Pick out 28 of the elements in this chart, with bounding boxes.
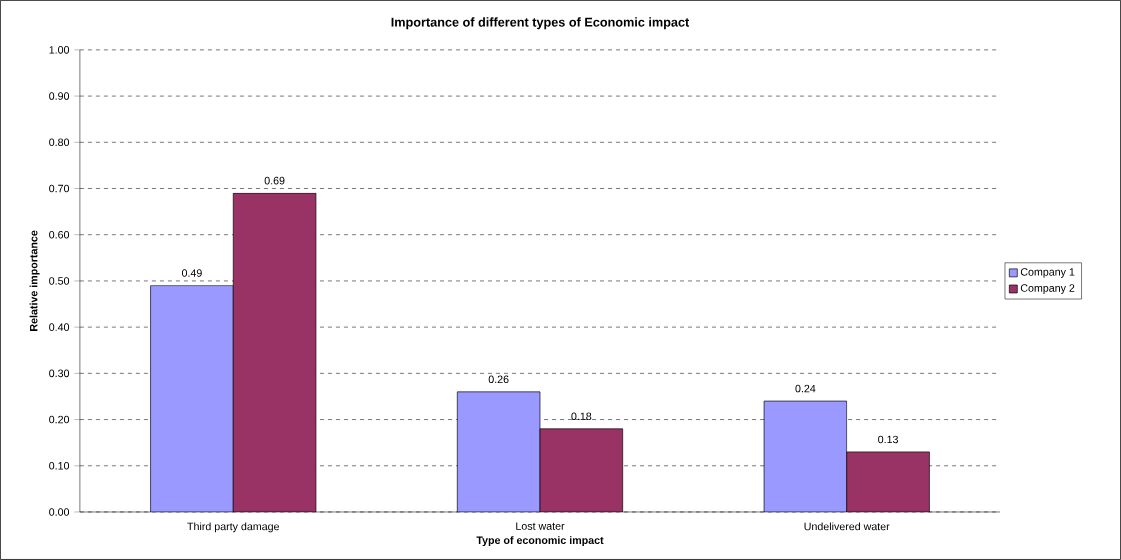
x-axis-title: Type of economic impact (476, 536, 604, 547)
data-label: 0.18 (571, 412, 592, 421)
y-tick-label: 0.70 (49, 184, 70, 193)
data-label: 0.26 (488, 375, 509, 384)
bar (540, 428, 623, 513)
x-tick-label: Third party damage (187, 522, 280, 533)
y-tick-label: 0.60 (49, 231, 70, 239)
chart-title: Importance of different types of Economic impact (391, 17, 690, 30)
bar (233, 193, 316, 513)
bar (846, 451, 930, 513)
y-tick-label: 0.90 (49, 92, 70, 100)
data-label: 0.24 (795, 384, 816, 393)
x-tick-label: Lost water (516, 522, 565, 530)
y-tick-label: 0.40 (49, 323, 70, 331)
y-tick-label: 0.30 (49, 369, 70, 378)
y-tick-label: 0.00 (49, 508, 70, 516)
y-tick-label: 0.10 (49, 462, 70, 470)
data-label: 0.49 (181, 269, 202, 277)
y-tick-label: 0.50 (49, 277, 70, 285)
y-tick-label: 0.80 (49, 138, 70, 147)
data-label: 0.13 (878, 435, 898, 444)
legend-label: Company 2 (1020, 284, 1075, 294)
x-tick-label: Undelivered water (804, 522, 890, 531)
y-axis-title: Relative importance (29, 230, 40, 331)
y-tick-label: 0.20 (49, 415, 70, 424)
legend-label: Company 1 (1020, 268, 1075, 278)
data-label: 0.69 (264, 176, 285, 185)
y-tick-label: 1.00 (49, 46, 70, 54)
